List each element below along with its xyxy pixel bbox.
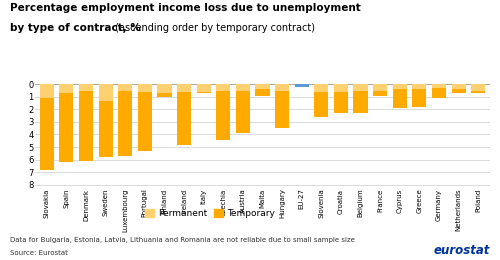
Bar [138, 84, 152, 92]
Bar [196, 84, 210, 93]
Bar [392, 84, 407, 89]
Text: eurostat: eurostat [434, 244, 490, 257]
Bar [79, 84, 93, 161]
Bar [392, 84, 407, 108]
Bar [412, 84, 426, 89]
Bar [314, 84, 328, 117]
Bar [373, 84, 387, 96]
Bar [334, 84, 348, 92]
Bar [158, 84, 172, 93]
Bar [196, 84, 210, 92]
Bar [216, 84, 230, 140]
Text: (ascending order by temporary contract): (ascending order by temporary contract) [112, 23, 316, 33]
Bar [354, 84, 368, 113]
Bar [452, 84, 466, 89]
Bar [256, 84, 270, 96]
Text: Percentage employment income loss due to unemployment: Percentage employment income loss due to… [10, 3, 361, 12]
Bar [40, 84, 54, 98]
Text: Source: Eurostat: Source: Eurostat [10, 250, 68, 256]
Bar [471, 84, 486, 90]
Text: Data for Bulgaria, Estonia, Latvia, Lithuania and Romania are not reliable due t: Data for Bulgaria, Estonia, Latvia, Lith… [10, 237, 355, 243]
Text: by type of contract, %: by type of contract, % [10, 23, 141, 33]
Bar [294, 84, 309, 87]
Bar [256, 84, 270, 89]
Legend: Permanent, Temporary: Permanent, Temporary [142, 205, 278, 222]
Bar [471, 84, 486, 93]
Bar [79, 84, 93, 90]
Bar [158, 84, 172, 97]
Bar [60, 84, 74, 93]
Bar [138, 84, 152, 151]
Bar [118, 84, 132, 156]
Bar [275, 84, 289, 90]
Bar [334, 84, 348, 113]
Bar [314, 84, 328, 92]
Bar [236, 84, 250, 133]
Bar [452, 84, 466, 93]
Bar [98, 84, 112, 157]
Bar [177, 84, 191, 145]
Bar [236, 84, 250, 90]
Bar [432, 84, 446, 88]
Bar [373, 84, 387, 90]
Bar [60, 84, 74, 162]
Bar [40, 84, 54, 170]
Bar [275, 84, 289, 128]
Bar [432, 84, 446, 98]
Bar [412, 84, 426, 107]
Bar [354, 84, 368, 90]
Bar [98, 84, 112, 101]
Bar [216, 84, 230, 90]
Bar [177, 84, 191, 92]
Bar [118, 84, 132, 90]
